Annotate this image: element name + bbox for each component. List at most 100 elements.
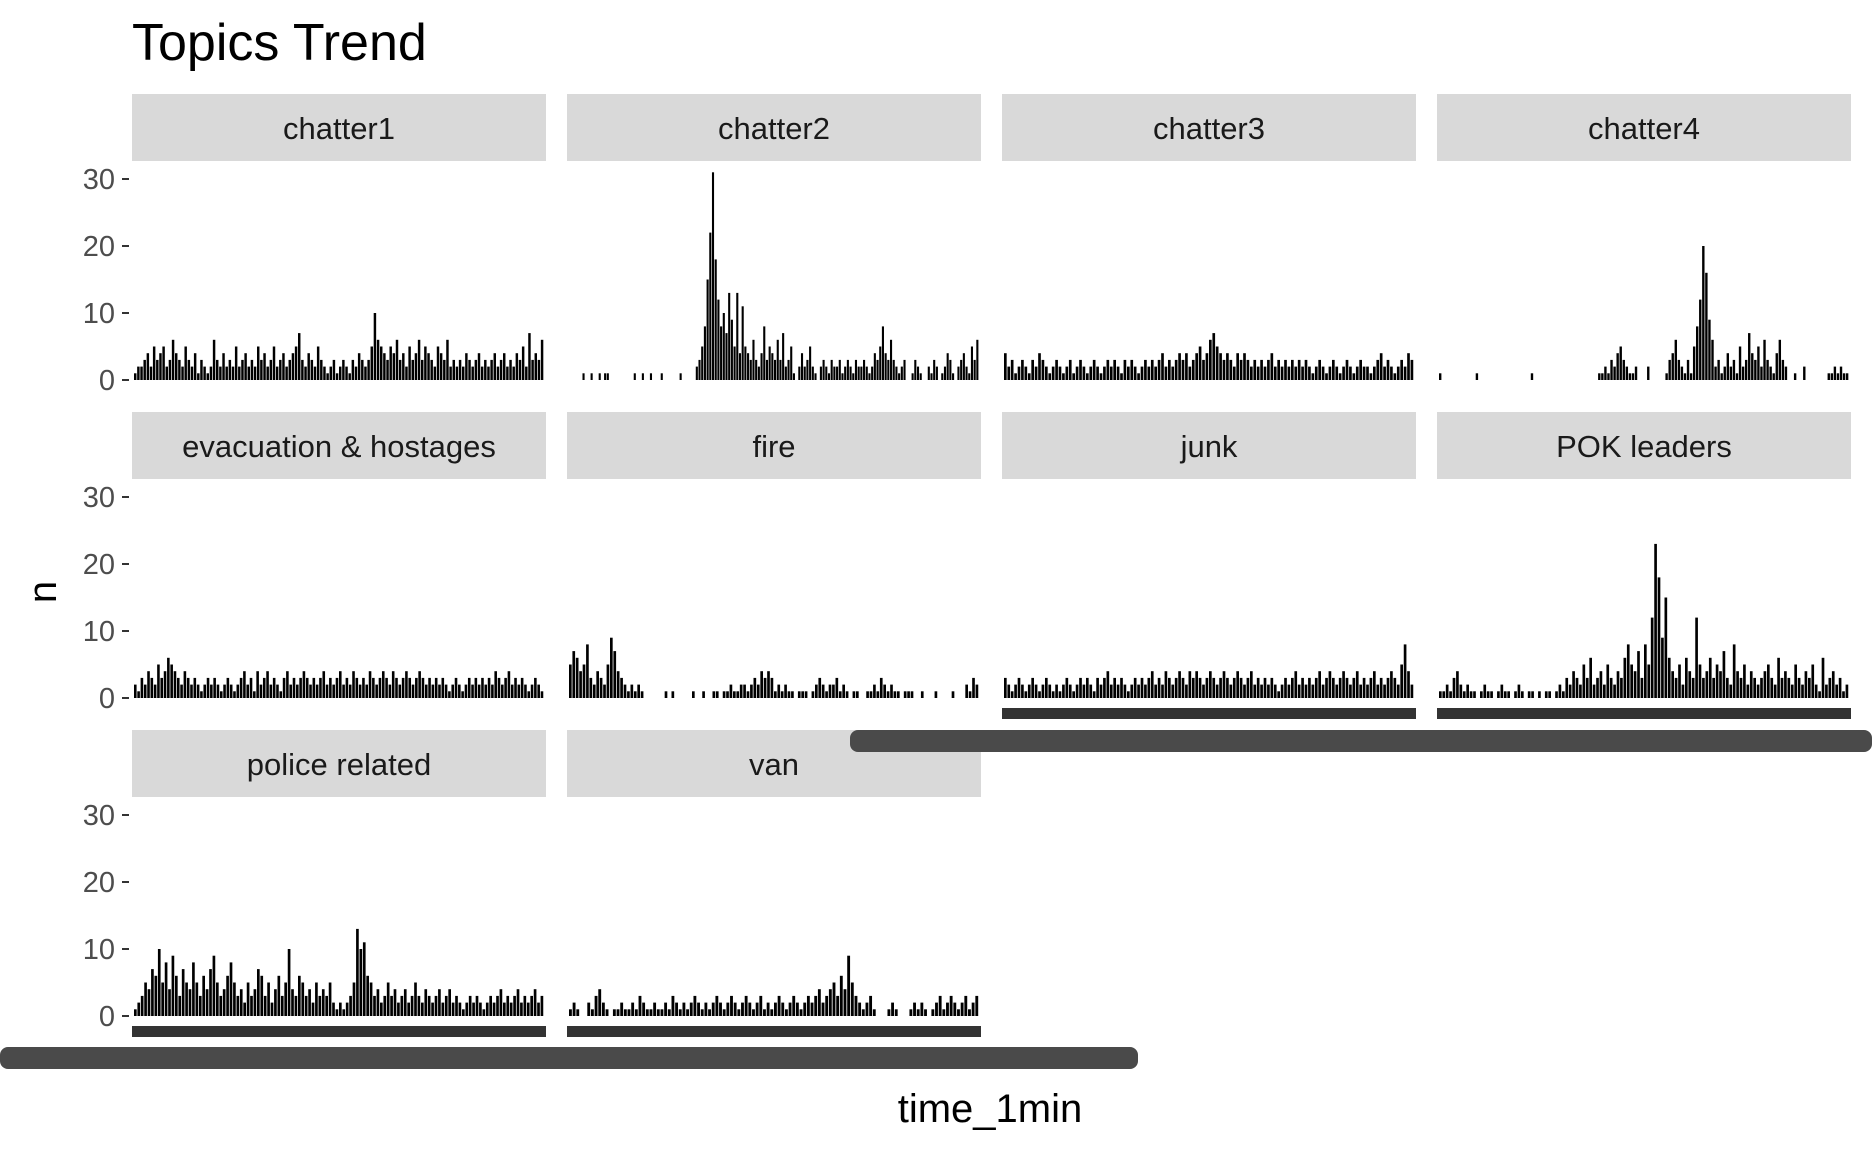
bar bbox=[480, 366, 484, 380]
bar bbox=[364, 366, 367, 380]
bar bbox=[1116, 366, 1120, 380]
bar bbox=[316, 346, 320, 380]
bar bbox=[286, 671, 289, 698]
bar bbox=[1732, 644, 1736, 698]
bar bbox=[1048, 373, 1052, 380]
bar bbox=[1835, 684, 1838, 698]
bar bbox=[973, 359, 976, 380]
bar bbox=[1342, 671, 1345, 698]
bar bbox=[474, 359, 478, 380]
facet-strip bbox=[132, 730, 546, 797]
bar bbox=[1558, 684, 1562, 698]
bar bbox=[444, 995, 448, 1016]
bar bbox=[1103, 366, 1106, 380]
bar bbox=[236, 995, 240, 1016]
bar bbox=[443, 359, 446, 380]
bar bbox=[900, 366, 903, 380]
bar bbox=[892, 359, 895, 380]
bar bbox=[975, 684, 979, 698]
bar bbox=[246, 684, 249, 698]
facet-panel: chatter4 bbox=[1437, 94, 1851, 380]
x-axis-line bbox=[567, 1026, 981, 1037]
bar bbox=[746, 691, 750, 698]
bar bbox=[730, 995, 733, 1016]
bar bbox=[162, 346, 165, 380]
bar bbox=[656, 1009, 660, 1016]
facet-strip bbox=[567, 412, 981, 479]
bar bbox=[865, 1002, 869, 1016]
bar bbox=[1099, 684, 1103, 698]
bar bbox=[1386, 677, 1390, 698]
bar bbox=[464, 684, 468, 698]
bar bbox=[523, 995, 527, 1016]
bar bbox=[832, 982, 836, 1016]
bar bbox=[850, 982, 854, 1016]
facet-strip bbox=[1002, 412, 1416, 479]
bar bbox=[756, 684, 760, 698]
bar bbox=[328, 982, 332, 1016]
bar bbox=[1794, 664, 1797, 698]
bar bbox=[468, 995, 472, 1016]
bar bbox=[475, 995, 479, 1016]
bar bbox=[1452, 677, 1456, 698]
bar bbox=[441, 1002, 445, 1016]
bar bbox=[801, 691, 804, 698]
bar bbox=[1243, 353, 1246, 380]
bar bbox=[1393, 677, 1397, 698]
bar bbox=[733, 1002, 737, 1016]
bar bbox=[1311, 373, 1315, 380]
bar bbox=[299, 677, 302, 698]
bar bbox=[642, 1002, 646, 1016]
bar bbox=[506, 995, 510, 1016]
bar bbox=[1688, 671, 1692, 698]
bar bbox=[322, 671, 326, 698]
bar bbox=[307, 353, 310, 380]
bar bbox=[401, 677, 405, 698]
bar bbox=[253, 989, 257, 1016]
bar bbox=[496, 366, 500, 380]
bar bbox=[325, 995, 328, 1016]
bar bbox=[1304, 359, 1308, 380]
bar bbox=[228, 359, 232, 380]
bar bbox=[569, 664, 572, 698]
bar bbox=[1116, 684, 1120, 698]
bar bbox=[1202, 359, 1205, 380]
bar bbox=[147, 671, 150, 698]
bar bbox=[203, 366, 206, 380]
bar bbox=[1821, 657, 1825, 698]
bar bbox=[1004, 353, 1007, 380]
bar bbox=[842, 684, 845, 698]
bar bbox=[537, 684, 540, 698]
bar bbox=[407, 1002, 410, 1016]
bar bbox=[436, 346, 440, 380]
bar bbox=[703, 326, 706, 380]
bar bbox=[1161, 684, 1164, 698]
bar bbox=[183, 671, 187, 698]
bar bbox=[1260, 359, 1263, 380]
bar bbox=[1273, 684, 1277, 698]
bar bbox=[516, 989, 520, 1016]
bar bbox=[1497, 691, 1500, 698]
bar bbox=[1198, 346, 1202, 380]
bar bbox=[715, 691, 719, 698]
bar bbox=[507, 671, 511, 698]
bar bbox=[1439, 373, 1442, 380]
bar bbox=[1232, 366, 1236, 380]
bar bbox=[383, 353, 386, 380]
bar bbox=[832, 684, 835, 698]
bar bbox=[941, 373, 944, 380]
bar bbox=[1082, 684, 1086, 698]
bar bbox=[1335, 366, 1339, 380]
bar bbox=[1473, 691, 1476, 698]
bar bbox=[825, 995, 829, 1016]
bar bbox=[1222, 359, 1226, 380]
bar bbox=[537, 359, 541, 380]
bar bbox=[854, 359, 858, 380]
bar bbox=[389, 346, 392, 380]
bar bbox=[1714, 366, 1717, 380]
bar bbox=[1459, 684, 1463, 698]
bar bbox=[1582, 664, 1586, 698]
bar bbox=[1287, 684, 1291, 698]
bar bbox=[188, 989, 192, 1016]
bar bbox=[1321, 684, 1325, 698]
